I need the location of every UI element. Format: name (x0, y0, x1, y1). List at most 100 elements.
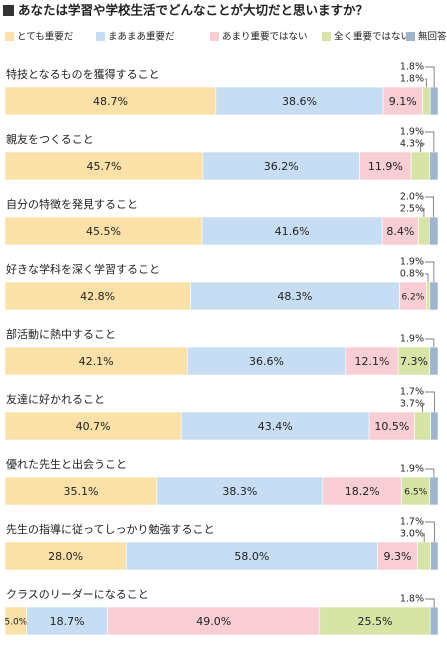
value-label: 41.6% (275, 225, 310, 238)
legend-label: あまり重要ではない (222, 31, 308, 43)
legend-swatch (210, 32, 219, 41)
category-label: 好きな学科を深く学習すること (6, 262, 160, 276)
value-label: 42.8% (80, 290, 115, 303)
bar-segment (186, 346, 347, 376)
leader-line (425, 273, 429, 282)
leader-line (425, 131, 435, 152)
value-label: 38.6% (282, 95, 317, 108)
leader-line (425, 196, 435, 217)
bar-segment (4, 541, 127, 571)
legend-swatch (96, 32, 105, 41)
bar-segment (359, 151, 412, 181)
value-label: 5.0% (4, 618, 27, 628)
leader-line (425, 468, 435, 477)
value-label: 9.1% (389, 95, 417, 108)
leader-line (423, 533, 425, 542)
leader-line (425, 338, 435, 347)
bar-segment (377, 541, 418, 571)
leader-line (425, 261, 435, 282)
chart-title: あなたは学習や学校生活でどんなことが大切だと思いますか？ (18, 3, 368, 18)
value-label: 48.3% (277, 290, 312, 303)
callout-label: 2.5% (400, 204, 424, 215)
bar-segment (422, 86, 431, 116)
bar-segment (382, 86, 423, 116)
leader-line (425, 521, 435, 542)
callout-label: 1.9% (400, 334, 424, 345)
legend-label: まあまあ重要だ (108, 31, 175, 43)
bar-segment (430, 411, 439, 441)
leader-line (425, 66, 435, 87)
bar-segment (397, 346, 431, 376)
value-label: 45.7% (86, 160, 121, 173)
value-label: 43.4% (258, 420, 293, 433)
value-label: 28.0% (48, 550, 83, 563)
bar-segment (4, 346, 188, 376)
value-label: 7.3% (400, 355, 428, 368)
bar-segment (381, 216, 419, 246)
category-label: 自分の特徴を発見すること (6, 197, 138, 211)
bar-segment (4, 216, 203, 246)
callout-label: 0.8% (400, 269, 424, 280)
leader-line (425, 598, 435, 607)
callout-label: 1.7% (400, 387, 424, 398)
value-label: 18.2% (345, 485, 380, 498)
bar-segment (4, 411, 182, 441)
callout-label: 1.9% (400, 257, 424, 268)
legend-swatch (322, 32, 331, 41)
bar-segment (414, 411, 431, 441)
bar-segment (125, 541, 378, 571)
bar-segment (399, 281, 427, 311)
value-label: 45.5% (86, 225, 121, 238)
value-label: 9.3% (384, 550, 412, 563)
bar-segment (417, 541, 431, 571)
value-label: 48.7% (93, 95, 128, 108)
callout-label: 3.0% (400, 529, 424, 540)
category-label: 特技となるものを獲得すること (6, 67, 160, 81)
callout-label: 1.9% (400, 464, 424, 475)
callout-label: 1.8% (400, 62, 424, 73)
leader-line (422, 403, 425, 412)
bar-segment (319, 606, 431, 636)
value-label: 10.5% (374, 420, 409, 433)
category-label: 先生の指導に従ってしっかり勉強すること (6, 522, 214, 536)
bar-segment (322, 476, 402, 506)
callout-label: 1.8% (400, 594, 424, 605)
leader-line (420, 143, 425, 152)
callout-label: 2.0% (400, 192, 424, 203)
bar-segment (4, 86, 217, 116)
value-label: 36.6% (249, 355, 284, 368)
bar-segment (4, 476, 158, 506)
callout-label: 3.7% (400, 399, 424, 410)
bar-segment (430, 541, 439, 571)
bar-segment (215, 86, 384, 116)
bar-segment (201, 216, 383, 246)
value-label: 49.0% (196, 615, 231, 628)
legend-label: 無回答 (418, 31, 447, 43)
bar-segment (426, 281, 431, 311)
leader-line (425, 391, 435, 412)
legend-label: とても重要だ (17, 31, 74, 43)
callout-label: 4.3% (400, 139, 424, 150)
value-label: 12.1% (354, 355, 389, 368)
value-label: 36.2% (264, 160, 299, 173)
legend-label: 全く重要ではない (334, 31, 410, 43)
value-label: 42.1% (79, 355, 114, 368)
legend-swatch (406, 32, 415, 41)
value-label: 40.7% (76, 420, 111, 433)
value-label: 35.1% (64, 485, 99, 498)
category-label: 優れた先生と出会うこと (6, 457, 127, 471)
legend-swatch (5, 32, 14, 41)
bar-segment (429, 346, 439, 376)
bar-segment (401, 476, 431, 506)
bar-segment (429, 86, 439, 116)
value-label: 38.3% (222, 485, 257, 498)
bar-segment (368, 411, 415, 441)
bar-segment (418, 216, 430, 246)
callout-label: 1.8% (400, 74, 424, 85)
bar-segment (410, 151, 431, 181)
value-label: 18.7% (50, 615, 85, 628)
bar-segment (345, 346, 399, 376)
category-label: 親友をつくること (6, 132, 94, 146)
